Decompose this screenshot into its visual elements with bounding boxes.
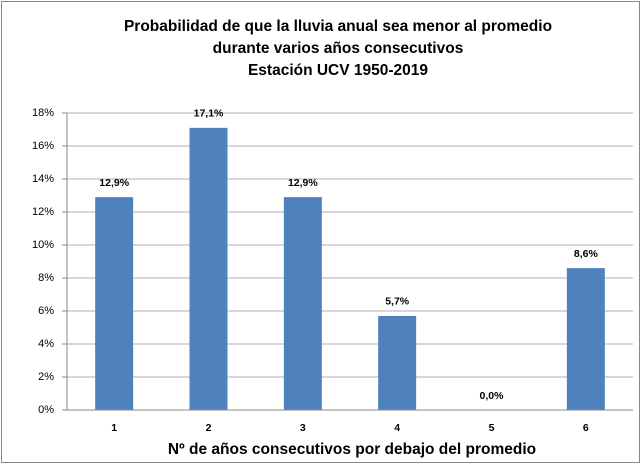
- chart-title: Probabilidad de que la lluvia anual sea …: [124, 18, 552, 35]
- y-tick-label: 10%: [32, 239, 54, 251]
- chart-title: durante varios años consecutivos: [213, 40, 464, 57]
- value-label: 5,7%: [385, 296, 410, 308]
- bar: [189, 127, 228, 410]
- x-tick-label: 5: [489, 422, 495, 434]
- x-tick-label: 1: [111, 422, 117, 434]
- bar: [566, 268, 605, 410]
- x-tick-label: 2: [206, 422, 212, 434]
- bar: [95, 197, 134, 410]
- value-label: 8,6%: [574, 248, 599, 260]
- y-tick-label: 4%: [38, 338, 54, 350]
- x-tick-label: 3: [300, 422, 306, 434]
- x-tick-label: 6: [583, 422, 589, 434]
- x-tick-label: 4: [394, 422, 400, 434]
- bar: [378, 315, 417, 410]
- y-tick-label: 16%: [32, 140, 54, 152]
- y-tick-label: 12%: [32, 206, 54, 218]
- y-tick-label: 2%: [38, 371, 54, 383]
- value-label: 17,1%: [194, 108, 224, 120]
- y-tick-label: 0%: [38, 404, 54, 416]
- chart-title: Estación UCV 1950-2019: [248, 62, 428, 79]
- bar: [283, 197, 322, 410]
- value-label: 12,9%: [288, 177, 318, 189]
- y-tick-label: 18%: [32, 107, 54, 119]
- x-axis-label: Nº de años consecutivos por debajo del p…: [168, 441, 536, 458]
- y-tick-label: 6%: [38, 305, 54, 317]
- y-tick-label: 8%: [38, 272, 54, 284]
- value-label: 12,9%: [99, 177, 129, 189]
- y-tick-label: 14%: [32, 173, 54, 185]
- value-label: 0,0%: [480, 390, 505, 402]
